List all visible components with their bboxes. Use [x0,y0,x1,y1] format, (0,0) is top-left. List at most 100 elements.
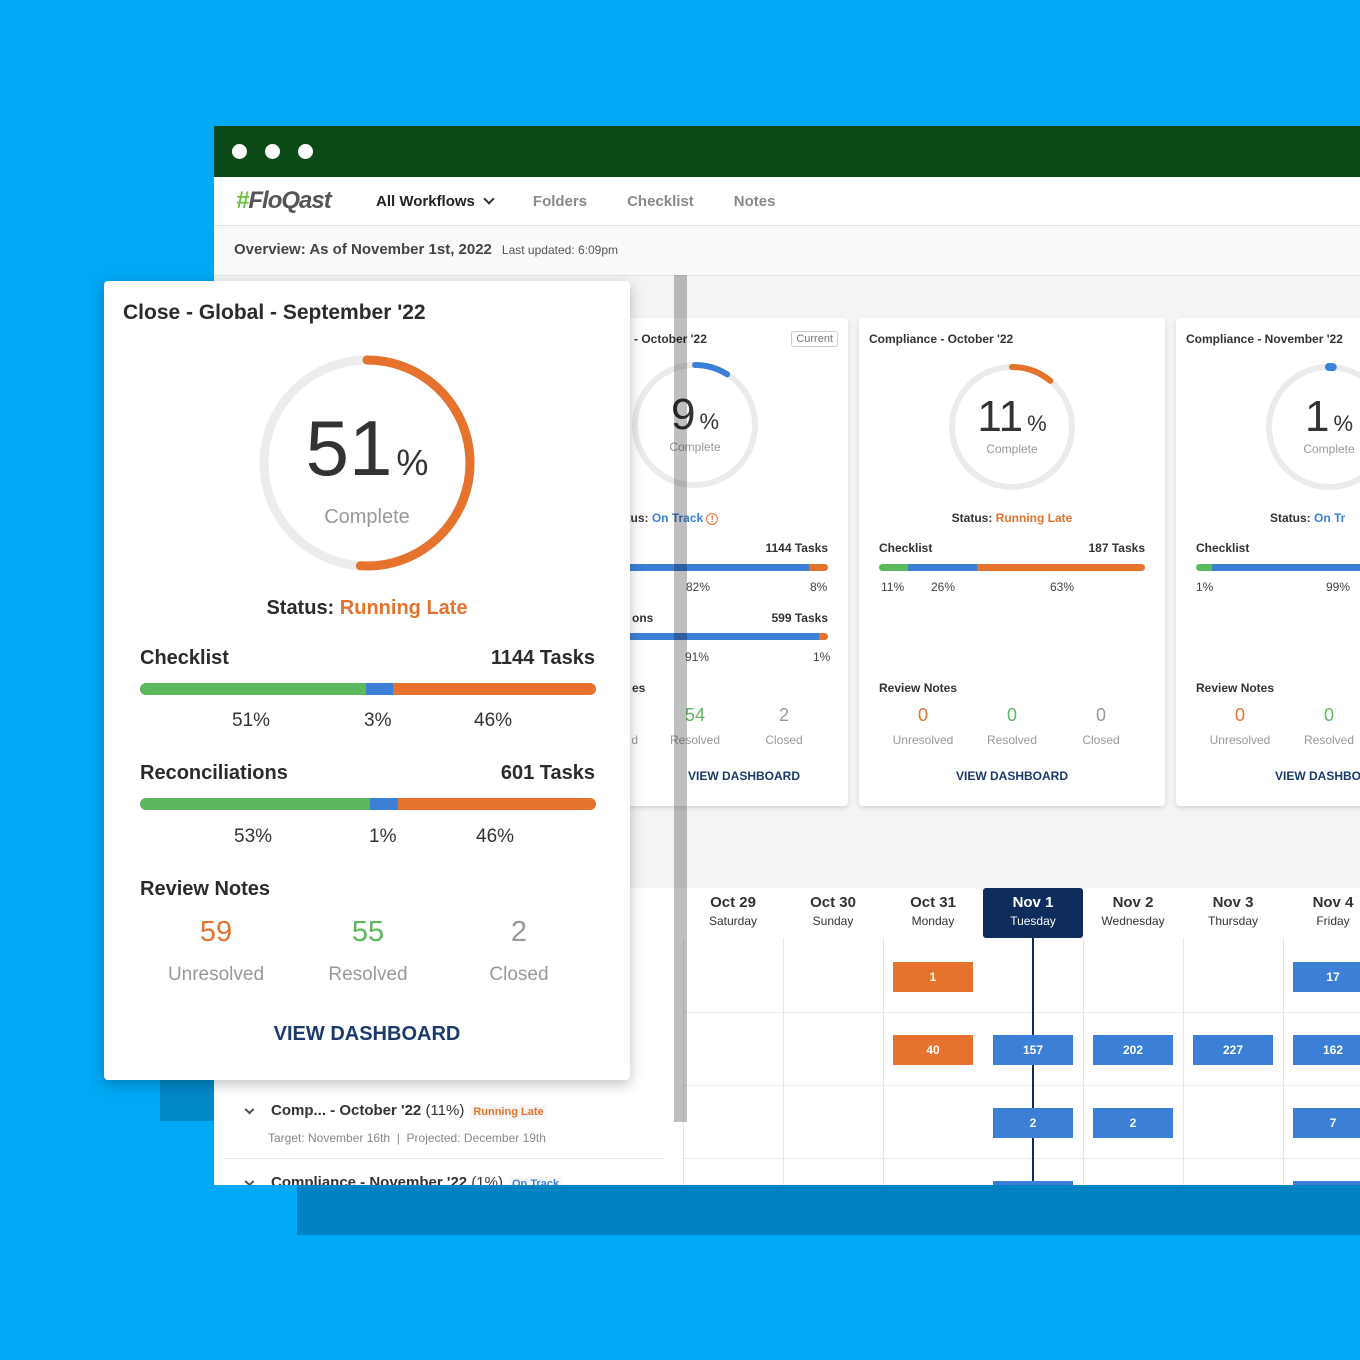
resolved-count: 55 [351,916,385,948]
complete-label: Complete [1303,442,1355,456]
chevron-down-icon [483,193,495,205]
background-band [297,1185,1360,1235]
recon-bar [140,798,596,810]
resolved-label: Resolved [669,733,721,747]
closed-label: Closed [489,964,549,985]
day-header-oct31[interactable]: Oct 31 Monday [910,894,956,928]
calendar-task-chip[interactable]: 202 [1093,1035,1173,1065]
status-line: Status: Running Late [951,511,1073,525]
resolved-label: Resolved [986,733,1038,747]
calendar-task-chip[interactable]: 1 [893,962,973,992]
recon-label: Reconciliations [140,762,288,784]
view-dashboard-link[interactable]: VIEW DASHBOARD [687,769,800,783]
progress-ring: 9% Complete [630,360,760,490]
calendar-task-chip[interactable]: 227 [1193,1035,1273,1065]
resolved-label: Resolved [328,964,408,985]
checklist-label: Checklist [1196,541,1250,555]
status-value: Running Late [995,511,1073,525]
resolved-label: Resolved [1303,733,1355,747]
card-title: Close - Global - September '22 [123,301,426,324]
nav-folders[interactable]: Folders [532,192,588,210]
checklist-pct: 46% [474,710,513,731]
unresolved-count: 0 [917,705,928,725]
checklist-pct: 11% [881,580,905,594]
overview-title: Overview: As of November 1st, 2022 [234,241,492,258]
featured-workflow-card[interactable]: Close - Global - September '22 51% Compl… [104,281,630,1080]
day-header-oct29[interactable]: Oct 29 Saturday [708,894,758,928]
review-partial-label: d [631,733,638,747]
progress-ring-svg [259,355,475,571]
checklist-bar [879,564,1145,571]
calendar-task-chip[interactable]: 162 [1293,1035,1360,1065]
current-badge: Current [791,331,838,347]
card-title: Compliance - October '22 [869,332,1014,346]
status-line: Status: On Tr [1270,511,1346,525]
calendar-task-chip[interactable] [993,1181,1073,1185]
checklist-pct: 8% [810,580,828,594]
workflow-card-compliance-october[interactable]: Compliance - October '22 11% Complete St… [859,318,1165,806]
closed-count: 2 [778,705,789,725]
resolved-count: 0 [1323,705,1334,725]
unresolved-count: 0 [1234,705,1245,725]
day-header-nov3[interactable]: Nov 3 Thursday [1207,894,1259,928]
checklist-label: Checklist [140,647,229,669]
nav-all-workflows[interactable]: All Workflows [376,193,495,210]
calendar-task-chip[interactable]: 2 [1093,1108,1173,1138]
workflow-row-title[interactable]: Comp... - October '22 (11%) Running Late [271,1102,547,1119]
checklist-count: 1144 Tasks [765,541,828,555]
unresolved-label: Unresolved [1209,733,1271,747]
window-maximize-dot[interactable] [298,144,313,159]
percent-value: 11 [977,392,1024,441]
top-nav: #FloQast All Workflows Folders Checklist… [214,177,1360,226]
calendar-task-chip[interactable]: 7 [1293,1108,1360,1138]
workflow-row-title[interactable]: Compliance - November '22 (1%) On Track [271,1174,563,1185]
calendar-task-chip[interactable]: 17 [1293,962,1360,992]
recon-bar [594,633,828,640]
checklist-pct: 1% [1196,580,1214,594]
checklist-pct: 99% [1326,580,1351,594]
checklist-pct: 26% [931,580,956,594]
calendar-task-chip[interactable]: 157 [993,1035,1073,1065]
day-header-nov4[interactable]: Nov 4 Friday [1312,894,1354,928]
percent-value: 1 [1304,392,1330,441]
closed-count: 2 [510,916,528,948]
resolved-count: 0 [1006,705,1017,725]
percent-value: 51 [305,404,393,492]
card-title: Compliance - November '22 [1186,332,1343,346]
status-tag: Running Late [470,1105,547,1119]
unresolved-label: Unresolved [167,964,265,985]
checklist-pct: 51% [232,710,271,731]
progress-ring-svg [1265,363,1360,491]
calendar-task-chip[interactable]: 40 [893,1035,973,1065]
info-icon[interactable]: ! [706,512,719,525]
status-line: Status: Running Late [266,597,468,619]
floqast-logo[interactable]: #FloQast [236,187,332,214]
day-header-nov2[interactable]: Nov 2 Wednesday [1101,894,1165,928]
day-header-nov1-today[interactable]: Nov 1 Tuesday [983,888,1083,938]
workflow-card-compliance-november[interactable]: Compliance - November '22 1% Complete St… [1176,318,1360,806]
closed-label: Closed [1082,733,1120,747]
view-dashboard-link[interactable]: VIEW DASHBO [1275,769,1360,783]
checklist-bar [594,564,828,571]
calendar-task-chip[interactable] [1293,1181,1360,1185]
progress-ring: 1% Complete [1264,362,1360,492]
status-tag: On Track [508,1177,563,1185]
view-dashboard-link[interactable]: VIEW DASHBOARD [955,769,1068,783]
window-minimize-dot[interactable] [265,144,280,159]
recon-count: 601 Tasks [500,762,595,784]
recon-label: ons [632,611,654,625]
calendar-task-chip[interactable]: 2 [993,1108,1073,1138]
complete-label: Complete [324,506,410,528]
day-header-oct30[interactable]: Oct 30 Sunday [810,894,856,928]
feature-card-shadow [674,275,687,1122]
nav-notes[interactable]: Notes [733,192,776,210]
window-close-dot[interactable] [232,144,247,159]
chevron-down-icon[interactable] [244,1176,255,1185]
chevron-down-icon[interactable] [244,1104,255,1115]
workflow-card-october[interactable]: - October '22 Current 9% Complete Status… [594,318,848,806]
recon-count: 599 Tasks [771,611,829,625]
view-dashboard-link[interactable]: VIEW DASHBOARD [273,1023,461,1045]
nav-checklist[interactable]: Checklist [627,192,694,210]
workflow-list: Comp... - October '22 (11%) Running Late … [214,1068,674,1185]
card-title: - October '22 [634,332,707,346]
